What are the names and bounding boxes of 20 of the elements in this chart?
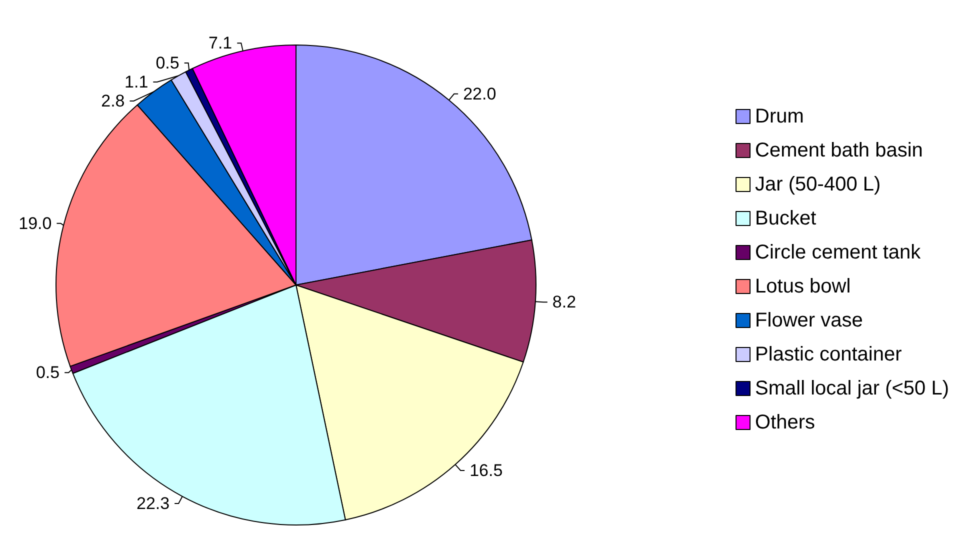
legend-label: Cement bath basin [755,140,923,162]
data-label: 7.1 [208,34,232,53]
data-label: 19.0 [18,214,52,233]
legend-label: Flower vase [755,310,863,332]
legend-label: Circle cement tank [755,242,922,264]
data-label: 22.0 [463,84,496,104]
data-label: 8.2 [552,292,576,312]
data-label: 0.5 [36,363,60,382]
data-label: 16.5 [470,461,503,480]
data-label: 1.1 [124,72,148,92]
legend-label: Plastic container [755,344,902,366]
data-label: 22.3 [136,494,170,513]
legend-label: Drum [755,106,804,128]
data-label: 0.5 [156,53,180,72]
legend-label: Small local jar (<50 L) [755,378,950,400]
legend-label: Bucket [755,208,817,230]
data-label: 2.8 [101,91,125,110]
legend-label: Others [755,412,816,434]
legend-label: Jar (50-400 L) [755,174,881,196]
legend-label: Lotus bowl [755,276,851,298]
